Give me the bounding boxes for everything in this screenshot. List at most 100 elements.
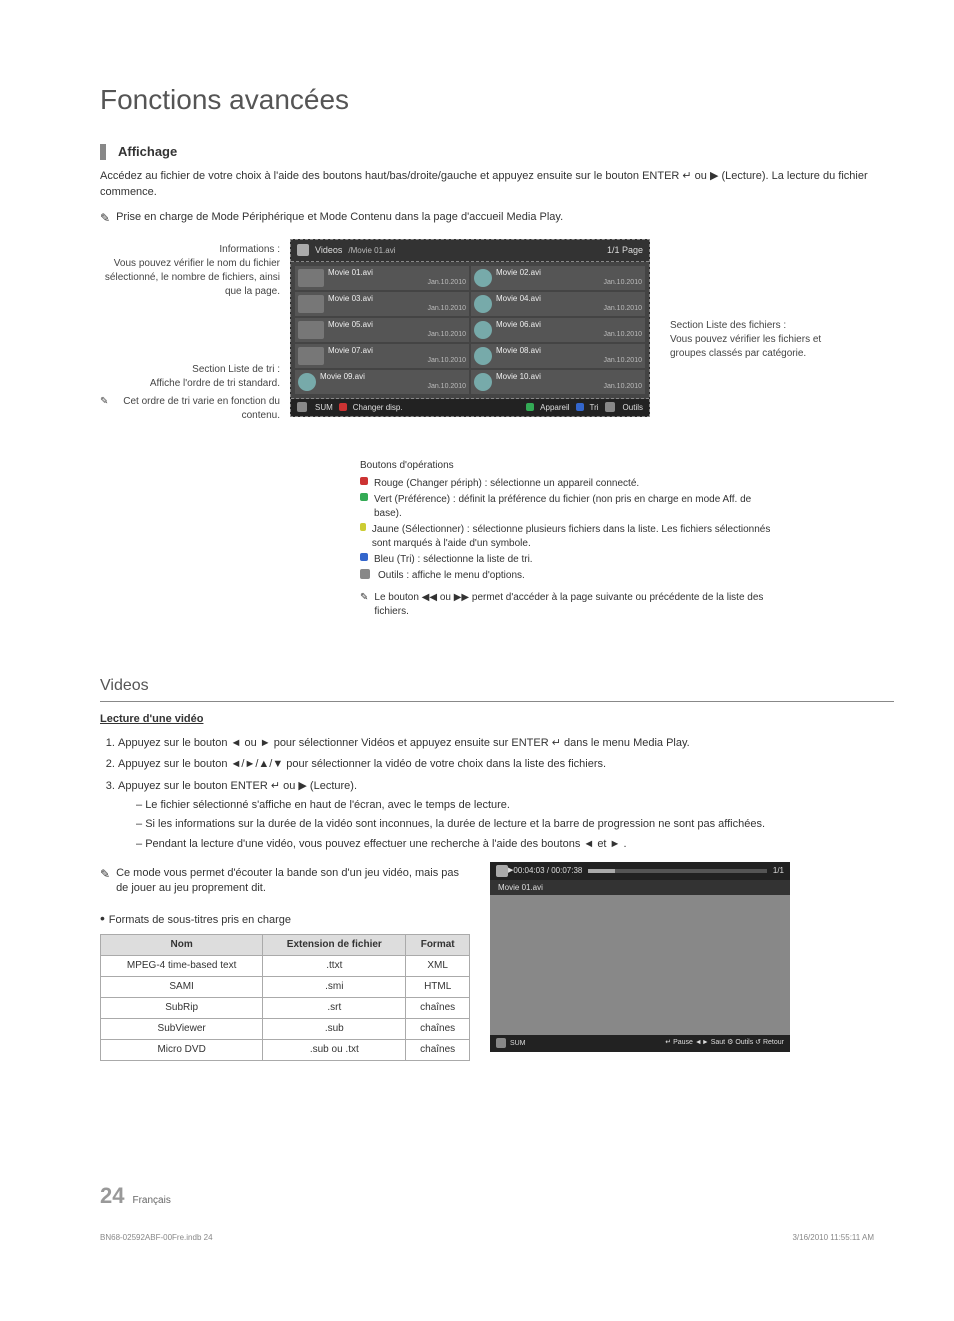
page-number: 24	[100, 1181, 124, 1212]
section-affichage-header: Affichage	[100, 143, 894, 161]
table-cell: .ttxt	[263, 956, 406, 977]
page-lang: Français	[132, 1194, 170, 1208]
file-row: Movie 06.aviJan.10.2010	[471, 318, 645, 342]
player-image	[490, 895, 790, 1035]
red-dot-icon	[360, 477, 368, 485]
file-name: Movie 10.avi	[496, 371, 642, 382]
file-date: Jan.10.2010	[328, 304, 466, 314]
page-title: Fonctions avancées	[100, 80, 894, 119]
detail-1: Le fichier sélectionné s'affiche en haut…	[136, 798, 894, 813]
ops-blue: Bleu (Tri) : sélectionne la liste de tri…	[374, 553, 533, 567]
table-cell: .srt	[263, 998, 406, 1019]
table-cell: .sub	[263, 1019, 406, 1040]
file-row: Movie 08.aviJan.10.2010	[471, 344, 645, 368]
table-cell: XML	[406, 956, 470, 977]
annot-files: Section Liste des fichiers : Vous pouvez…	[670, 319, 840, 361]
file-name: Movie 06.avi	[496, 319, 642, 330]
tv-footer-change: Changer disp.	[353, 402, 403, 413]
subs-bullet: Formats de sous-titres pris en charge	[100, 909, 470, 929]
file-row: Movie 04.aviJan.10.2010	[471, 292, 645, 316]
file-name: Movie 04.avi	[496, 293, 642, 304]
film-reel-icon	[474, 373, 492, 391]
tv-footer-sum: SUM	[315, 402, 333, 413]
mode-note: ✎ Ce mode vous permet d'écouter la bande…	[100, 866, 470, 897]
note-icon: ✎	[100, 866, 110, 883]
file-name: Movie 01.avi	[328, 267, 466, 278]
film-icon	[297, 244, 309, 256]
tv-header-videos: Videos	[315, 244, 342, 257]
op-buttons: Boutons d'opérations Rouge (Changer péri…	[360, 459, 780, 621]
step-3-details: Le fichier sélectionné s'affiche en haut…	[118, 798, 894, 852]
file-row: Movie 09.aviJan.10.2010	[295, 370, 469, 394]
note-icon: ✎	[100, 210, 110, 227]
table-row: Micro DVD.sub ou .txtchaînes	[101, 1040, 470, 1061]
affichage-heading: Affichage	[118, 143, 177, 161]
doc-meta-left: BN68-02592ABF-00Fre.indb 24	[100, 1232, 213, 1243]
tv-footer-tools: Outils	[623, 402, 643, 413]
annot-info-body: Vous pouvez vérifier le nom du fichier s…	[105, 258, 280, 297]
table-row: MPEG-4 time-based text.ttxtXML	[101, 956, 470, 977]
annot-sort-note-text: Cet ordre de tri varie en fonction du co…	[112, 395, 280, 423]
table-row: SAMI.smiHTML	[101, 977, 470, 998]
table-cell: Micro DVD	[101, 1040, 263, 1061]
player-skip: Saut	[711, 1039, 725, 1046]
film-reel-icon	[474, 269, 492, 287]
table-cell: HTML	[406, 977, 470, 998]
yellow-dot-icon	[360, 523, 366, 531]
red-dot-icon	[339, 403, 347, 411]
green-dot-icon	[526, 403, 534, 411]
player-time: 00:04:03 / 00:07:38	[513, 865, 582, 876]
step-1: Appuyez sur le bouton ◄ ou ► pour sélect…	[118, 736, 894, 751]
file-name: Movie 05.avi	[328, 319, 466, 330]
affichage-note: ✎ Prise en charge de Mode Périphérique e…	[100, 210, 894, 227]
annot-sort: Section Liste de tri : Affiche l'ordre d…	[100, 363, 280, 391]
ops-tools: Outils : affiche le menu d'options.	[378, 569, 525, 583]
file-name: Movie 09.avi	[320, 371, 466, 382]
affichage-intro: Accédez au fichier de votre choix à l'ai…	[100, 169, 894, 200]
tv-footer: SUM Changer disp. Appareil Tri Outils	[291, 399, 649, 416]
step-2: Appuyez sur le bouton ◄/►/▲/▼ pour sélec…	[118, 757, 894, 772]
file-date: Jan.10.2010	[328, 356, 466, 366]
file-date: Jan.10.2010	[496, 278, 642, 288]
table-cell: .smi	[263, 977, 406, 998]
videos-title: Videos	[100, 675, 894, 702]
note-icon: ✎	[100, 395, 108, 423]
step-3-text: Appuyez sur le bouton ENTER ↵ ou ▶ (Lect…	[118, 780, 357, 792]
table-header: Nom	[101, 935, 263, 956]
file-grid: Movie 01.aviJan.10.2010Movie 02.aviJan.1…	[291, 262, 649, 399]
film-icon	[496, 865, 508, 877]
page-footer: 24 Français	[100, 1181, 894, 1212]
file-row: Movie 01.aviJan.10.2010	[295, 266, 469, 290]
table-cell: MPEG-4 time-based text	[101, 956, 263, 977]
ops-green: Vert (Préférence) : définit la préférenc…	[374, 493, 780, 521]
ops-lead: Boutons d'opérations	[360, 459, 780, 473]
detail-2: Si les informations sur la durée de la v…	[136, 817, 894, 832]
ops-red: Rouge (Changer périph) : sélectionne un …	[374, 477, 639, 491]
note-icon: ✎	[360, 591, 368, 605]
tv-footer-device: Appareil	[540, 402, 569, 413]
blue-dot-icon	[360, 553, 368, 561]
file-name: Movie 07.avi	[328, 345, 466, 356]
table-cell: SAMI	[101, 977, 263, 998]
film-reel-icon	[298, 373, 316, 391]
annot-sort-note: ✎ Cet ordre de tri varie en fonction du …	[100, 395, 280, 423]
film-reel-icon	[474, 321, 492, 339]
annot-info: Informations : Vous pouvez vérifier le n…	[100, 243, 280, 299]
film-reel-icon	[474, 295, 492, 313]
video-steps: Appuyez sur le bouton ◄ ou ► pour sélect…	[100, 736, 894, 852]
file-date: Jan.10.2010	[328, 278, 466, 288]
table-cell: chaînes	[406, 998, 470, 1019]
annot-info-title: Informations :	[219, 244, 280, 255]
affichage-note-text: Prise en charge de Mode Périphérique et …	[116, 210, 563, 225]
tv-header-path: /Movie 01.avi	[348, 245, 395, 256]
player-filename: Movie 01.avi	[490, 880, 790, 895]
player-tools: Outils	[735, 1039, 753, 1046]
doc-meta-right: 3/16/2010 11:55:11 AM	[792, 1232, 874, 1243]
file-date: Jan.10.2010	[496, 356, 642, 366]
table-row: SubRip.srtchaînes	[101, 998, 470, 1019]
annot-sort-body: Affiche l'ordre de tri standard.	[150, 378, 280, 389]
video-player: ▶ 00:04:03 / 00:07:38 1/1 Movie 01.avi S…	[490, 862, 790, 1052]
subs-table: NomExtension de fichierFormat MPEG-4 tim…	[100, 934, 470, 1061]
tv-panel: Videos /Movie 01.avi 1/1 Page Movie 01.a…	[290, 239, 650, 417]
file-date: Jan.10.2010	[496, 382, 642, 392]
